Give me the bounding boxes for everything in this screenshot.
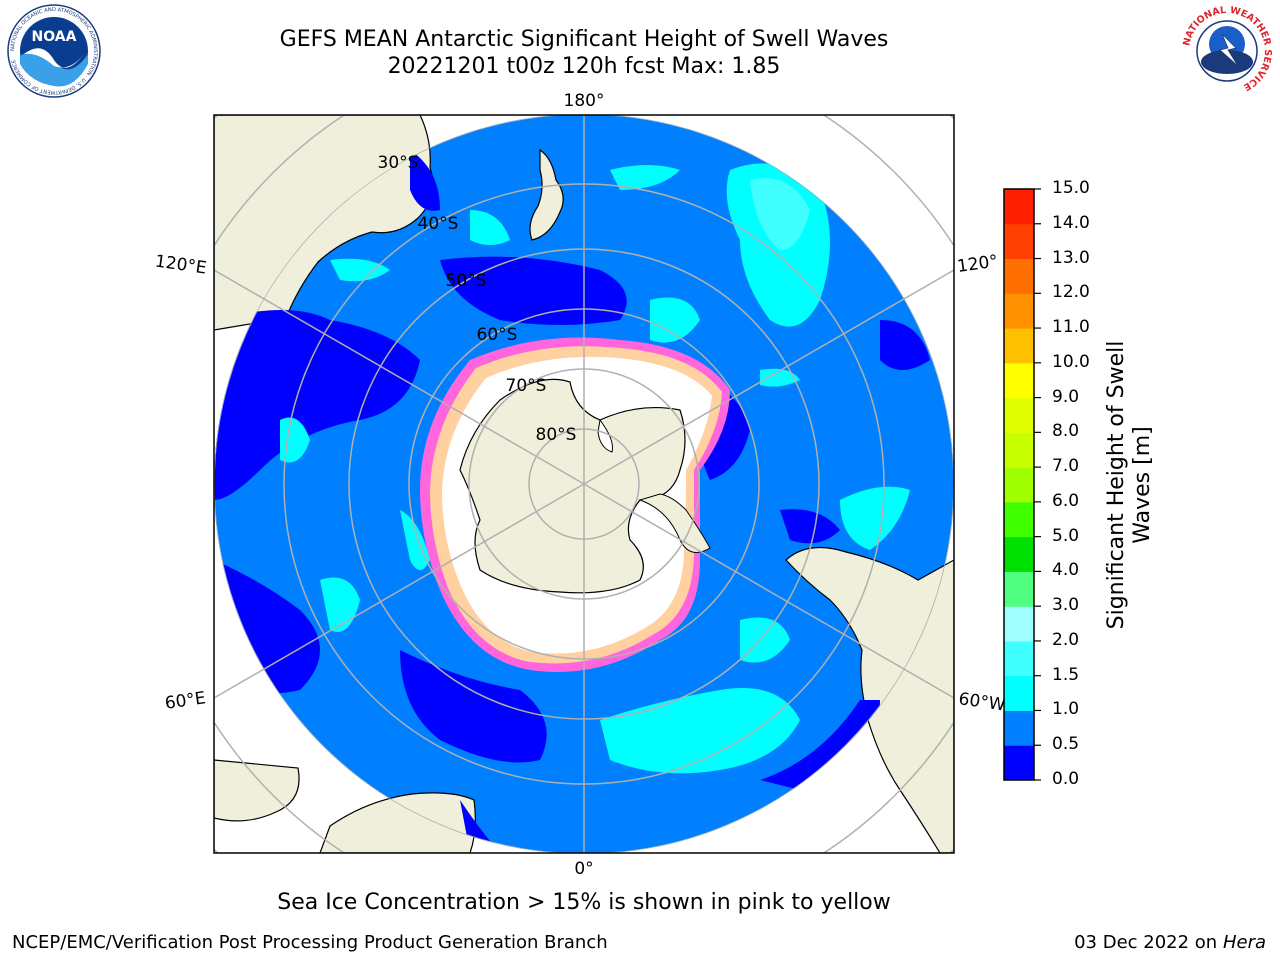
colorbar-tick-label: 15.0 (1052, 178, 1090, 198)
lat-label-50: 50°S (446, 271, 487, 291)
lat-label-30: 30°S (378, 153, 419, 173)
footer-date-text: 03 Dec 2022 on (1074, 932, 1218, 953)
colorbar-tick-label: 11.0 (1052, 317, 1090, 338)
colorbar-tick-label: 0.5 (1052, 734, 1080, 755)
colorbar-segment (1004, 606, 1034, 642)
colorbar-tick-label: 2.0 (1052, 629, 1080, 650)
colorbar-segment (1004, 432, 1034, 468)
colorbar-segment (1004, 258, 1034, 294)
colorbar-segment (1004, 710, 1034, 746)
lon-label-right-upper: 120° (956, 251, 999, 277)
lat-label-40: 40°S (418, 214, 459, 234)
chart-title: GEFS MEAN Antarctic Significant Height o… (279, 27, 889, 52)
colorbar-segment (1004, 536, 1034, 572)
colorbar-tick-label: 1.0 (1052, 699, 1080, 720)
colorbar-tick-label: 12.0 (1052, 282, 1090, 303)
swell-light-region (750, 178, 810, 250)
footer-date: 03 Dec 2022 on Hera (1074, 932, 1266, 953)
colorbar-tick-label: 3.0 (1052, 595, 1080, 616)
colorbar-segment (1004, 501, 1034, 538)
colorbar-segment (1004, 293, 1034, 329)
new-zealand-land (529, 148, 564, 241)
colorbar-segment (1004, 362, 1034, 399)
lon-label-top: 180° (564, 91, 605, 111)
footer-credit: NCEP/EMC/Verification Post Processing Pr… (12, 932, 608, 953)
colorbar-segment (1004, 571, 1034, 607)
colorbar-segment (1004, 223, 1034, 260)
colorbar-segment (1004, 328, 1034, 364)
colorbar-tick-label: 14.0 (1052, 212, 1090, 233)
colorbar-tick-label: 6.0 (1052, 490, 1080, 511)
madagascar-land (214, 759, 300, 822)
colorbar-segment (1004, 675, 1034, 711)
colorbar-tick-label: 7.0 (1052, 456, 1080, 477)
colorbar (1004, 188, 1041, 781)
colorbar-title: Significant Height of Swell Waves [m] (1104, 340, 1155, 630)
footer-system: Hera (1222, 932, 1266, 953)
colorbar-segment (1004, 397, 1034, 433)
colorbar-frame (1003, 188, 1035, 781)
colorbar-tick-label: 13.0 (1052, 247, 1090, 268)
swell-low-regions (214, 150, 930, 853)
colorbar-tick-label: 1.5 (1052, 664, 1080, 685)
lon-label-left-lower: 60°E (164, 688, 207, 713)
lat-label-80: 80°S (536, 425, 577, 445)
colorbar-tick-label: 4.0 (1052, 560, 1080, 581)
lon-label-left-upper: 120°E (154, 252, 208, 279)
colorbar-segment (1004, 189, 1034, 225)
colorbar-tick-label: 10.0 (1052, 351, 1090, 372)
colorbar-segment (1004, 467, 1034, 503)
lon-label-right-lower: 60°W (957, 689, 1006, 715)
noaa-logo: NOAA NATIONAL OCEANIC AND ATMOSPHERIC AD… (7, 4, 101, 98)
lon-label-bottom: 0° (574, 859, 593, 879)
colorbar-segment (1004, 745, 1034, 781)
lat-label-70: 70°S (506, 376, 547, 396)
colorbar-tick-label: 5.0 (1052, 525, 1080, 546)
ice-note: Sea Ice Concentration > 15% is shown in … (277, 890, 891, 915)
meridian-lines (214, 115, 954, 853)
chart-subtitle: 20221201 t00z 120h fcst Max: 1.85 (387, 54, 781, 79)
nws-logo: NATIONAL WEATHER SERVICE (1181, 5, 1273, 97)
map-frame (213, 114, 955, 854)
colorbar-segment (1004, 640, 1034, 677)
colorbar-tick-label: 0.0 (1052, 769, 1080, 789)
noaa-logo-text: NOAA (32, 29, 77, 45)
colorbar-tick-label: 8.0 (1052, 421, 1080, 442)
colorbar-tick-label: 9.0 (1052, 386, 1080, 407)
lat-label-60: 60°S (477, 325, 518, 345)
